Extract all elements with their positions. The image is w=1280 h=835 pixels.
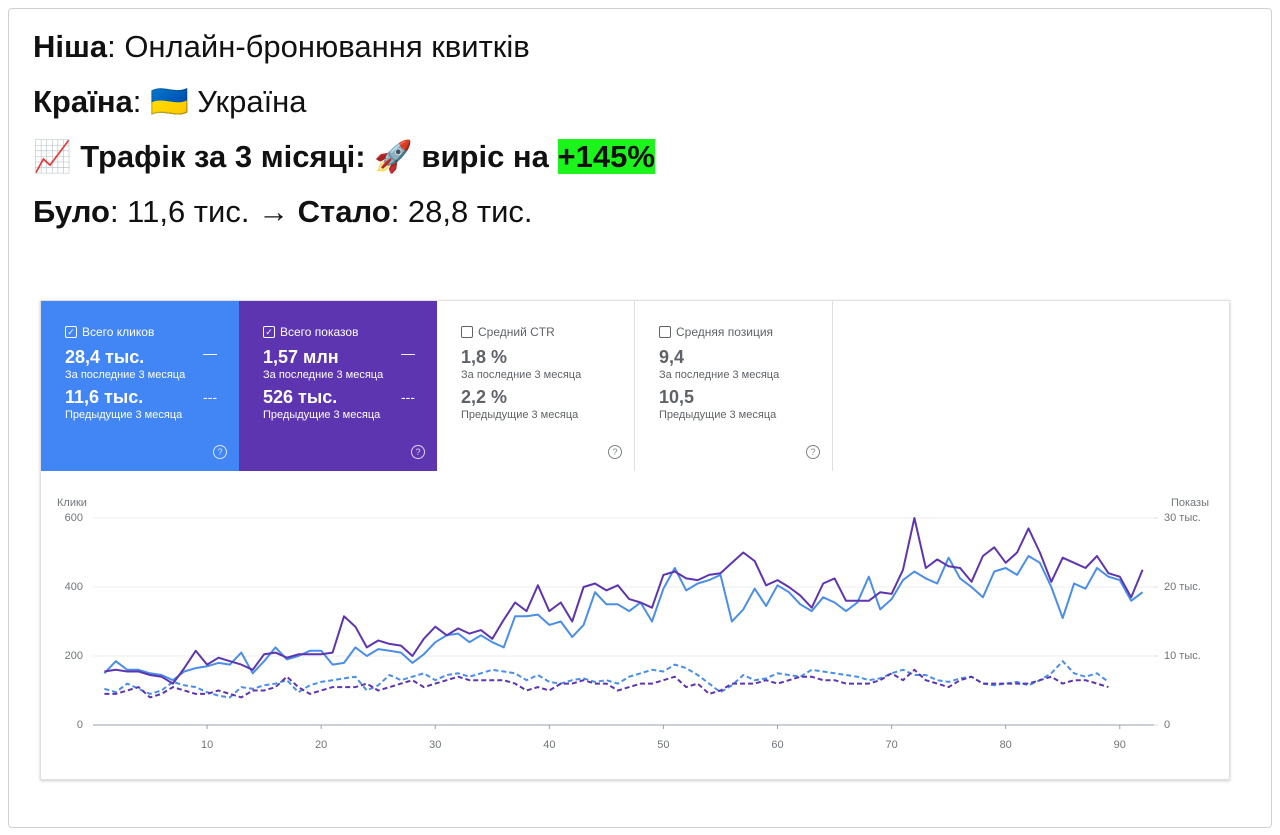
header-text: +145% xyxy=(557,139,655,174)
y2-tick-label: 30 тыс. xyxy=(1164,512,1201,524)
card-label-text: Всего кликов xyxy=(82,325,155,339)
y2-axis-title: Показы xyxy=(1171,497,1209,509)
legend-solid: — xyxy=(203,345,217,361)
help-icon[interactable]: ? xyxy=(411,445,425,459)
checkbox[interactable] xyxy=(461,326,473,338)
checkbox[interactable]: ✓ xyxy=(263,326,275,338)
chart: Клики Показы 0 200 400 600 0 10 тыс. 20 тыс. 30… xyxy=(57,497,1209,751)
card-prev-value: 10,5 xyxy=(659,387,695,407)
x-tick-label: 30 xyxy=(429,739,441,751)
header-line: Ніша: Онлайн-бронювання квитків xyxy=(33,27,655,82)
header-text: Було xyxy=(33,194,110,229)
y-tick-label: 0 xyxy=(77,719,83,731)
card-prev-period: Предыдущие 3 месяца xyxy=(461,409,579,421)
card-period: За последние 3 месяца xyxy=(263,369,384,381)
card-prev-period: Предыдущие 3 месяца xyxy=(263,409,381,421)
header-text: : Онлайн-бронювання квитків xyxy=(107,29,530,64)
y-tick-label: 400 xyxy=(65,581,83,593)
x-tick-label: 40 xyxy=(543,739,555,751)
x-tick-label: 10 xyxy=(201,739,213,751)
header-text: : 28,8 тис. xyxy=(390,194,533,229)
card-label: Средняя позиция xyxy=(659,325,832,339)
header-line: Країна: 🇺🇦 Україна xyxy=(33,82,655,137)
metric-card[interactable]: ✓ Всего кликов 28,4 тыс. За последние 3 мес… xyxy=(41,301,239,471)
card-label: ✓ Всего кликов xyxy=(65,325,239,339)
checkbox[interactable]: ✓ xyxy=(65,326,77,338)
y2-tick-label: 0 xyxy=(1164,719,1170,731)
card-prev-value: 2,2 % xyxy=(461,387,508,407)
card-label: ✓ Всего показов xyxy=(263,325,437,339)
y-tick-label: 200 xyxy=(65,650,83,662)
card-value: 1,57 млн xyxy=(263,347,339,367)
card-prev-period: Предыдущие 3 месяца xyxy=(659,409,777,421)
help-icon[interactable]: ? xyxy=(806,445,820,459)
x-tick-label: 80 xyxy=(1000,739,1012,751)
previous-line xyxy=(104,668,1109,699)
page: Ніша: Онлайн-бронювання квитків Країна: 🇺… xyxy=(8,8,1272,828)
y-axis-title: Клики xyxy=(57,497,87,509)
y-tick-label: 600 xyxy=(65,512,83,524)
help-icon[interactable]: ? xyxy=(213,445,227,459)
card-period: За последние 3 месяца xyxy=(461,369,582,381)
y2-tick-label: 10 тыс. xyxy=(1164,650,1201,662)
metric-card[interactable]: Средняя позиция 9,4 За последние 3 месяца 1… xyxy=(635,301,833,471)
header-line: 📈 Трафік за 3 місяці: 🚀 виріс на +145% xyxy=(33,137,655,192)
card-label-text: Средний CTR xyxy=(478,325,555,339)
card-label-text: Всего показов xyxy=(280,325,359,339)
header-text: : 11,6 тис. → xyxy=(109,194,298,229)
x-tick-label: 20 xyxy=(315,739,327,751)
card-value: 9,4 xyxy=(659,347,685,367)
help-icon[interactable]: ? xyxy=(608,445,622,459)
legend-dashed: --- xyxy=(401,389,415,405)
checkbox[interactable] xyxy=(659,326,671,338)
card-period: За последние 3 месяца xyxy=(659,369,780,381)
header-line: Було: 11,6 тис. → Стало: 28,8 тис. xyxy=(33,192,655,247)
card-prev-value: 526 тыс. xyxy=(263,387,338,407)
header: Ніша: Онлайн-бронювання квитків Країна: 🇺… xyxy=(33,27,655,247)
card-value: 1,8 % xyxy=(461,347,508,367)
metric-card[interactable]: Средний CTR 1,8 % За последние 3 месяца 2,2… xyxy=(437,301,635,471)
header-text: Стало xyxy=(297,194,391,229)
legend-solid: — xyxy=(401,345,415,361)
card-period: За последние 3 месяца xyxy=(65,369,186,381)
header-text: Країна xyxy=(33,84,133,119)
card-label-text: Средняя позиция xyxy=(676,325,774,339)
card-prev-period: Предыдущие 3 месяца xyxy=(65,409,183,421)
card-label: Средний CTR xyxy=(461,325,634,339)
card-prev-value: 11,6 тыс. xyxy=(65,387,144,407)
header-text: Ніша xyxy=(33,29,108,64)
legend-dashed: --- xyxy=(203,389,217,405)
metric-card[interactable]: ✓ Всего показов 1,57 млн За последние 3 мес… xyxy=(239,301,437,471)
card-value: 28,4 тыс. xyxy=(65,347,145,367)
x-tick-label: 90 xyxy=(1114,739,1126,751)
x-tick-label: 70 xyxy=(885,739,897,751)
x-tick-label: 50 xyxy=(657,739,669,751)
current-line xyxy=(104,517,1144,685)
search-console-panel: ✓ Всего кликов 28,4 тыс. За последние 3 мес… xyxy=(40,300,1230,780)
x-tick-label: 60 xyxy=(771,739,783,751)
y2-tick-label: 20 тыс. xyxy=(1164,581,1201,593)
header-text: : 🇺🇦 Україна xyxy=(132,84,307,119)
header-text: 📈 Трафік за 3 місяці: 🚀 виріс на xyxy=(33,139,558,174)
previous-line xyxy=(104,660,1110,699)
current-line xyxy=(103,555,1144,682)
